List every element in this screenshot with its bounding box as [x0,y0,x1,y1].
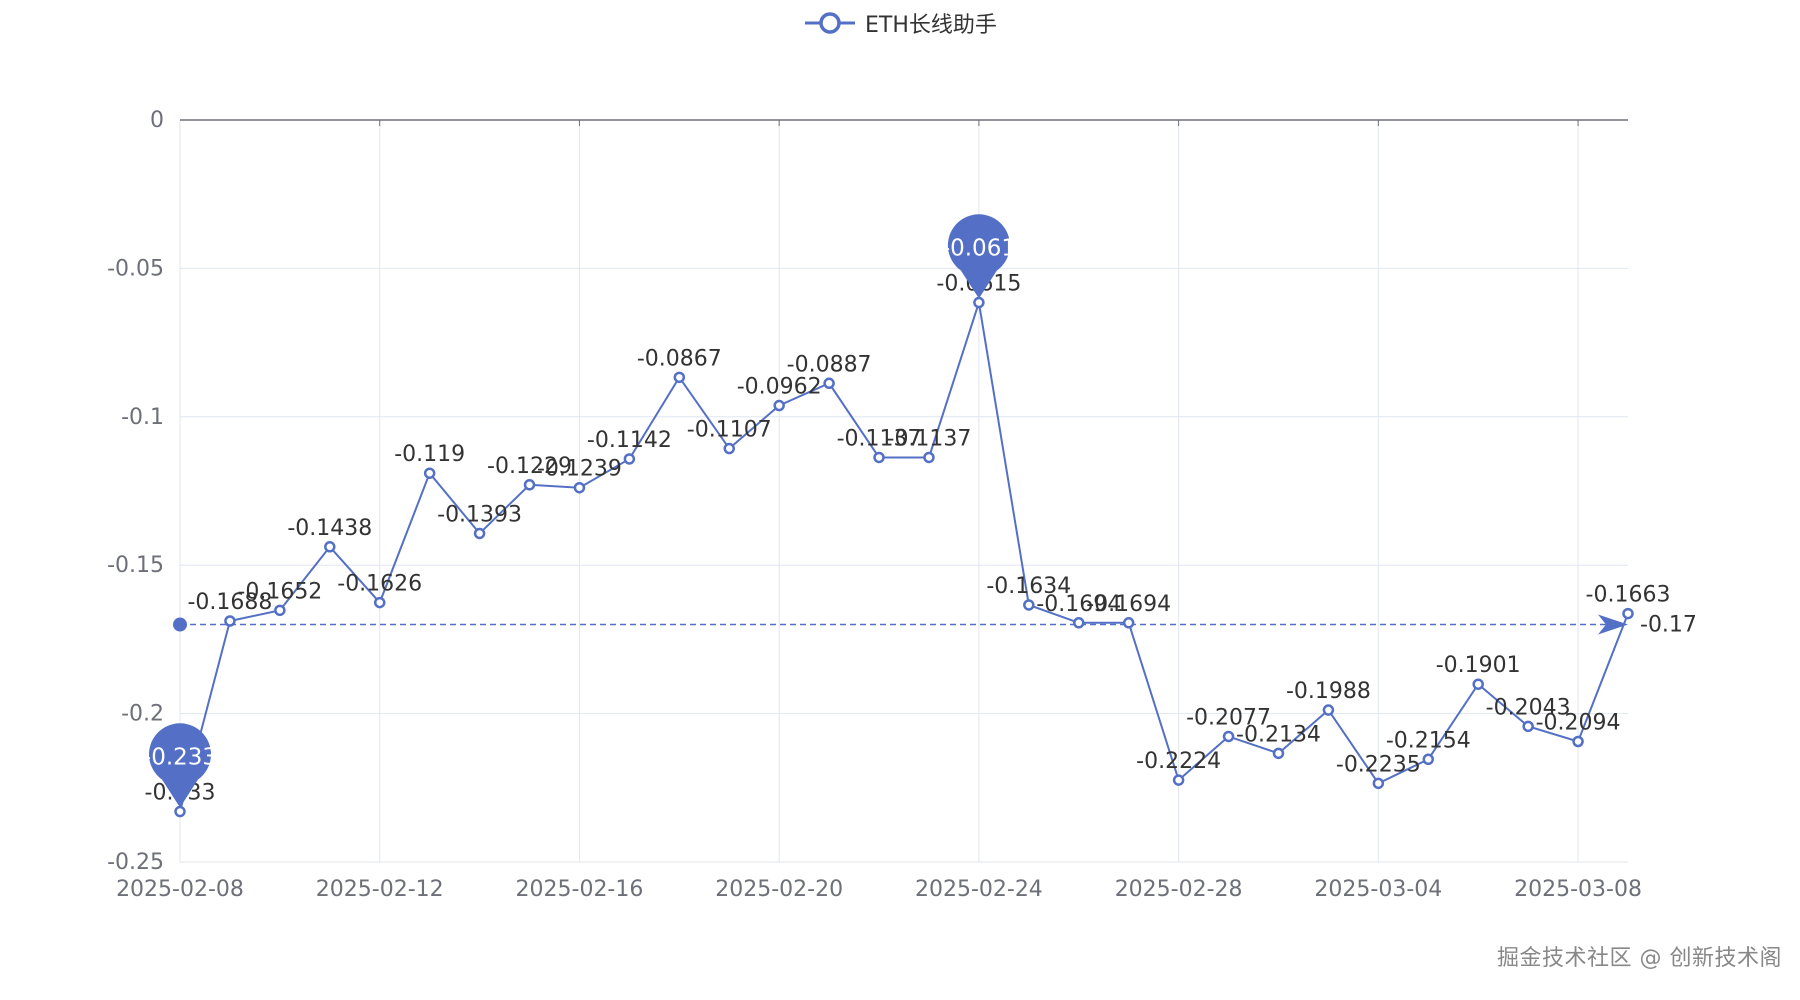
data-point [573,481,586,494]
data-label: -0.1107 [687,418,772,443]
data-label: -0.119 [394,442,465,467]
data-label: -0.2224 [1136,749,1221,774]
data-point [1422,753,1435,766]
data-label: -0.1652 [237,579,322,604]
x-tick-label: 2025-02-20 [715,877,843,902]
data-point [1372,777,1385,790]
data-label: -0.1137 [837,426,922,451]
y-tick-label: -0.1 [121,405,164,430]
mark-point-max-label: -0.061 [942,236,1016,262]
data-label: -0.0887 [787,352,872,377]
data-label: -0.2043 [1486,695,1571,720]
data-point [623,453,636,465]
data-point [673,371,686,384]
data-point [973,296,985,309]
watermark: 掘金技术社区 @ 创新技术阁 [1497,946,1782,971]
y-tick-label: -0.05 [107,256,164,281]
mark-point-min-label: -0.233 [143,745,217,771]
mark-line-arrow-icon [1598,614,1628,635]
data-point [1023,599,1035,611]
data-point [423,467,436,479]
data-label: -0.2235 [1336,752,1421,777]
data-point [1322,704,1335,716]
mark-line-label: -0.17 [1640,613,1697,638]
x-tick-label: 2025-02-24 [915,877,1043,902]
data-label: -0.1663 [1586,583,1671,608]
mark-point-max-pin [947,214,1010,299]
y-tick-label: -0.25 [107,850,164,875]
y-tick-label: -0.15 [107,553,164,578]
data-point [1272,747,1285,760]
data-point [174,805,186,818]
data-point [523,479,536,491]
legend[interactable]: ETH长线助手 [805,4,997,42]
data-point [373,596,386,609]
data-point [473,527,486,540]
data-point [923,451,935,464]
data-point [1522,720,1534,733]
data-point [823,377,835,390]
data-point [274,604,286,617]
y-tick-label: -0.2 [121,702,164,727]
data-label: -0.0867 [637,346,722,371]
data-label: -0.1229 [487,454,572,479]
x-tick-label: 2025-02-08 [116,877,244,902]
data-point [1122,617,1135,629]
mark-point-min-pin [148,723,211,808]
series-line [179,302,1629,812]
data-point [1622,607,1634,620]
data-label: -0.1239 [537,457,622,482]
data-label: -0.1137 [887,426,972,451]
data-point [773,399,785,412]
data-point [1472,678,1484,690]
x-tick-label: 2025-03-08 [1514,877,1642,902]
data-point [723,442,735,455]
legend-label: ETH长线助手 [865,13,997,38]
data-point [873,451,885,464]
x-tick-label: 2025-03-04 [1314,877,1442,902]
x-tick-label: 2025-02-28 [1115,877,1243,902]
data-label: -0.1694 [1036,592,1121,617]
data-point [1073,617,1085,629]
data-point [1572,735,1584,748]
data-label: -0.1988 [1286,679,1371,704]
data-point [1172,774,1185,786]
data-label: -0.1393 [437,502,522,527]
y-tick-label: 0 [150,108,164,133]
legend-line-circle-icon [805,12,855,34]
data-label: -0.1142 [587,428,672,453]
data-label: -0.2134 [1236,722,1321,747]
x-tick-label: 2025-02-12 [316,877,444,902]
data-label: -0.1626 [337,572,422,597]
x-tick-label: 2025-02-16 [516,877,644,902]
data-point [224,615,236,627]
data-point [324,541,336,553]
data-label: -0.1901 [1436,653,1521,678]
data-point [1222,730,1235,743]
data-label: -0.1694 [1086,592,1171,617]
data-label: -0.1688 [187,590,272,615]
data-label: -0.1438 [287,516,372,541]
data-label: -0.2094 [1536,710,1621,735]
data-label: -0.2154 [1386,728,1471,753]
data-label: -0.2077 [1186,705,1271,730]
data-label: -0.1634 [986,574,1071,599]
data-label: -0.0962 [737,375,822,400]
